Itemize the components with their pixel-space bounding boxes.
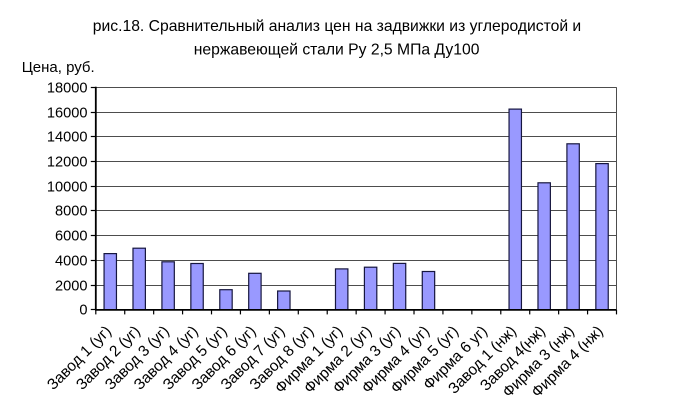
svg-text:14000: 14000 — [47, 130, 88, 146]
svg-text:нержавеющей стали Ру 2,5 МПа Д: нержавеющей стали Ру 2,5 МПа Ду100 — [194, 41, 480, 58]
svg-text:0: 0 — [79, 303, 87, 319]
svg-text:4000: 4000 — [55, 254, 87, 270]
svg-text:Цена, руб.: Цена, руб. — [22, 59, 95, 76]
svg-text:6000: 6000 — [55, 229, 87, 245]
svg-text:12000: 12000 — [47, 155, 88, 171]
svg-text:18000: 18000 — [47, 81, 88, 97]
svg-text:2000: 2000 — [55, 279, 87, 295]
svg-text:16000: 16000 — [47, 106, 88, 122]
svg-text:10000: 10000 — [47, 180, 88, 196]
svg-text:рис.18. Сравнительный анализ ц: рис.18. Сравнительный анализ цен на задв… — [93, 18, 581, 35]
svg-text:8000: 8000 — [55, 204, 87, 220]
